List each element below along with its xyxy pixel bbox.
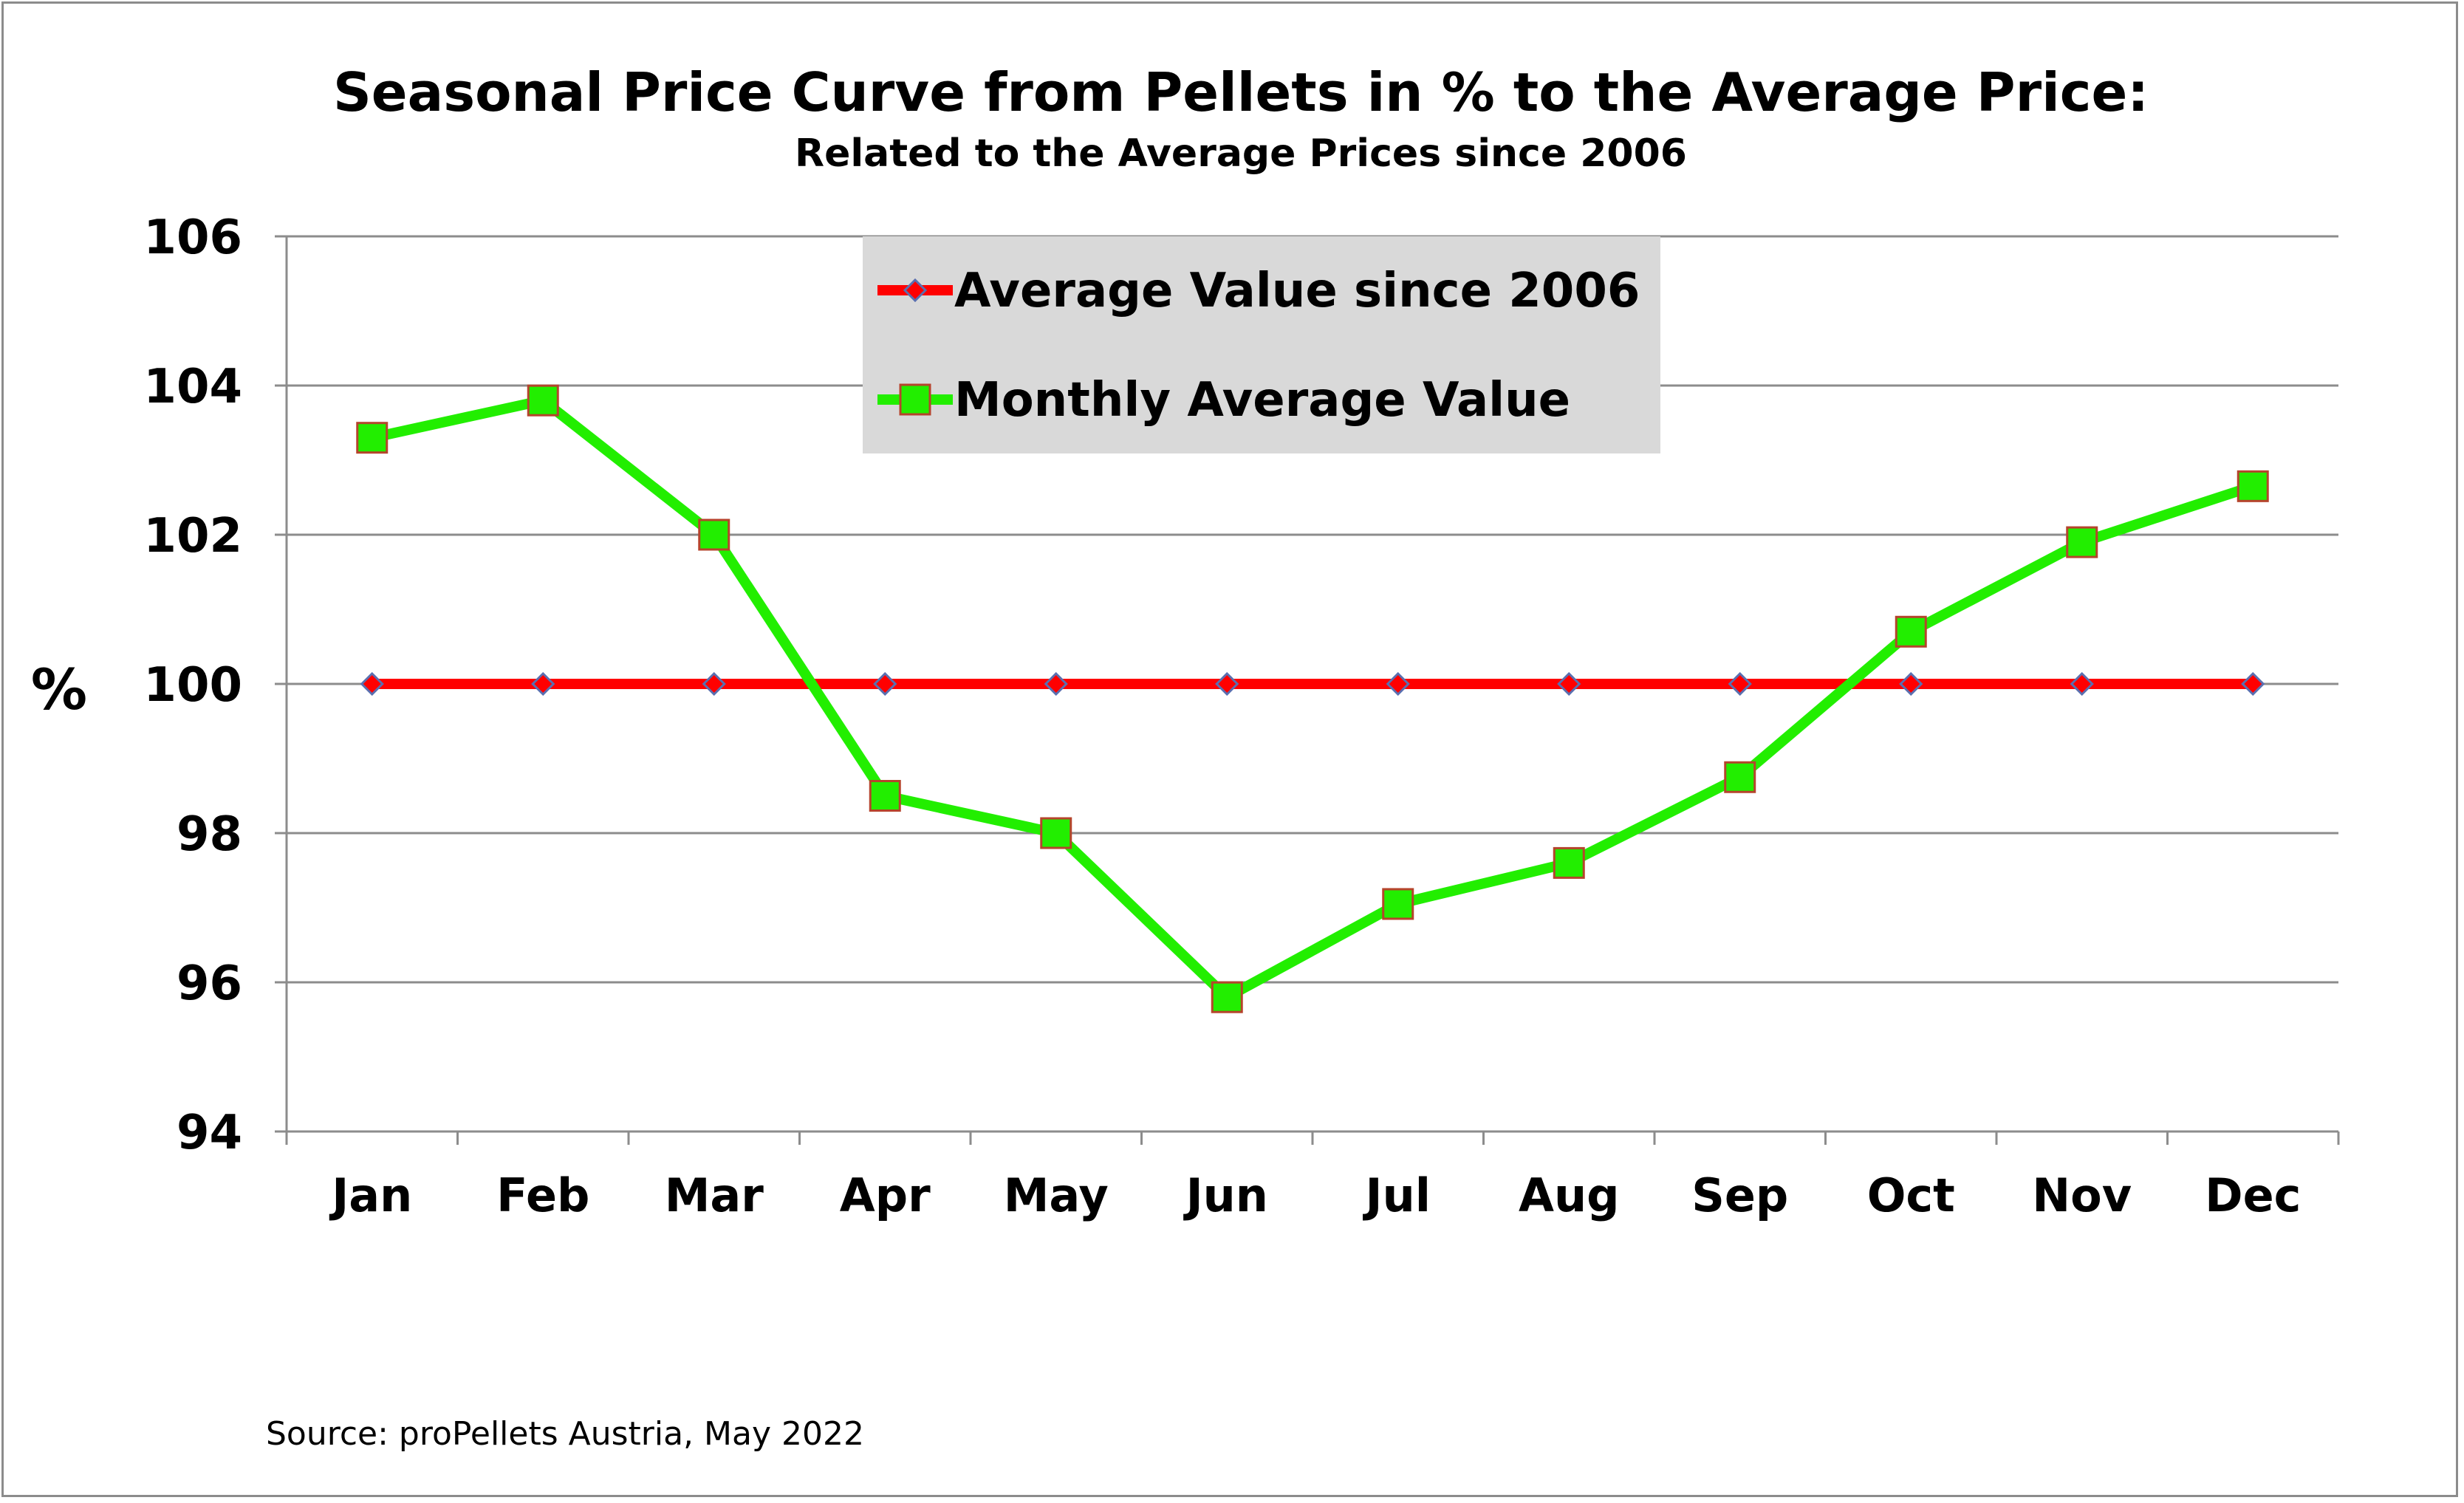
data-point-avg [873,671,897,696]
x-tick-label: Oct [1867,1168,1955,1222]
x-tick-label: Sep [1691,1168,1788,1222]
data-point-avg [1386,671,1410,696]
x-tick-label: Jun [1183,1168,1268,1222]
legend-label-monthly: Monthly Average Value [954,373,1570,428]
data-point-avg [1044,671,1068,696]
x-tick-label: Dec [2205,1168,2301,1222]
legend-label-avg: Average Value since 2006 [954,264,1640,318]
y-tick-label: 98 [177,807,242,862]
data-point-avg [2241,671,2265,696]
y-tick-label: 94 [177,1106,242,1160]
y-tick-label: 100 [143,658,242,713]
data-point-monthly [2066,526,2098,558]
data-point-monthly [527,384,559,417]
axes [275,235,2340,1145]
x-tick-label: Mar [665,1168,764,1222]
y-tick-label: 104 [143,360,242,414]
data-point-monthly [1040,817,1072,849]
data-point-monthly [1895,615,1927,648]
y-tick-label: 102 [143,509,242,564]
data-point-avg [1899,671,1923,696]
legend: Average Value since 2006 Monthly Average… [863,236,1660,453]
chart-title: Seasonal Price Curve from Pellets in % t… [333,61,2149,123]
x-tick-label: May [1004,1168,1109,1222]
series-group [356,384,2269,1013]
source-note: Source: proPellets Austria, May 2022 [266,1415,864,1453]
x-tick-label: Jul [1363,1168,1431,1222]
data-point-avg [702,671,726,696]
y-tick-labels: 94 96 98 100 102 104 106 [143,210,242,1160]
legend-background [863,236,1660,453]
x-tick-label: Nov [2032,1168,2132,1222]
data-point-monthly [356,422,389,454]
y-tick-label: 106 [143,210,242,265]
data-point-avg [360,671,384,696]
y-tick-label: 96 [177,956,242,1011]
data-point-monthly [2237,470,2269,502]
x-tick-label: Aug [1519,1168,1620,1222]
chart-subtitle: Related to the Average Prices since 2006 [795,131,1687,176]
data-point-avg [1557,671,1581,696]
x-tick-label: Feb [496,1168,589,1222]
data-point-monthly [1553,846,1585,879]
data-point-avg [531,671,555,696]
data-point-monthly [1382,888,1414,920]
data-point-monthly [1211,981,1243,1013]
x-tick-label: Apr [840,1168,931,1222]
y-axis-label: % [31,657,87,722]
series-line-1 [371,394,2255,1004]
data-point-avg [1728,671,1752,696]
data-point-monthly [1724,761,1756,793]
data-point-monthly [698,518,730,551]
data-point-avg [1215,671,1239,696]
data-point-avg [2070,671,2094,696]
data-point-monthly [869,780,901,812]
legend-swatch-marker-avg [903,278,928,303]
x-tick-labels: Jan Feb Mar Apr May Jun Jul Aug Sep Oct Nov Dec [329,1168,2301,1222]
legend-swatch-marker-monthly [899,383,931,416]
x-tick-label: Jan [329,1168,412,1222]
